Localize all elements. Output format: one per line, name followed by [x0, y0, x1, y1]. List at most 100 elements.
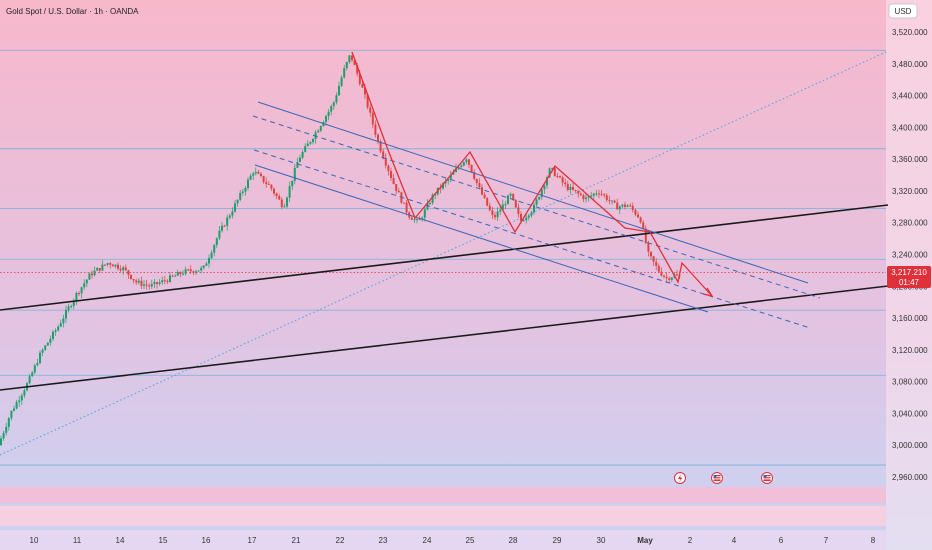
candle-body — [605, 195, 608, 201]
candle-body — [488, 205, 491, 211]
trend-line-lower — [0, 285, 889, 391]
candle-body — [223, 225, 226, 227]
candle-body — [369, 107, 372, 113]
candle-body — [535, 199, 538, 205]
candle-body — [397, 190, 400, 193]
candle-body — [431, 194, 434, 204]
candle-body — [270, 184, 273, 189]
candle-body — [260, 173, 262, 177]
candle-body — [140, 280, 143, 286]
candle-body — [647, 243, 650, 252]
candle-body — [624, 204, 626, 207]
candle-body — [332, 102, 335, 107]
candle-body — [257, 171, 260, 174]
candle-body — [5, 426, 8, 433]
candle-body — [0, 438, 2, 446]
candle-body — [600, 193, 603, 195]
candle-body — [158, 282, 161, 284]
candle-body — [587, 196, 590, 198]
candle-body — [39, 352, 41, 364]
candle-body — [210, 252, 213, 259]
candle-body — [218, 230, 221, 239]
candle-body — [96, 268, 99, 271]
candle-body — [631, 205, 634, 210]
candle-body — [325, 116, 327, 123]
candle-body — [169, 275, 171, 282]
candle-body — [639, 217, 642, 223]
candle-body — [670, 277, 673, 280]
time-tick-label: 6 — [779, 536, 784, 545]
candle-body — [611, 200, 613, 202]
candle-body — [410, 217, 413, 220]
candle-body — [377, 134, 379, 142]
candle-body — [244, 187, 247, 192]
candle-body — [179, 272, 182, 275]
candle-body — [335, 95, 338, 103]
time-tick-label: May — [637, 536, 653, 545]
lightning-event-icon[interactable] — [674, 472, 686, 484]
us-flag-event-icon[interactable] — [761, 472, 773, 484]
horizontal-levels — [0, 49, 886, 466]
chart-title: Gold Spot / U.S. Dollar · 1h · OANDA — [6, 7, 139, 16]
candle-body — [556, 176, 559, 178]
candle-body — [392, 178, 395, 184]
price-badge-bg — [887, 266, 931, 288]
candle-body — [278, 196, 281, 200]
candle-body — [28, 376, 31, 384]
candle-body — [564, 182, 567, 185]
candle-body — [582, 195, 585, 200]
candle-body — [143, 284, 145, 286]
candle-body — [470, 164, 473, 173]
candle-body — [252, 173, 255, 176]
candle-body — [585, 197, 587, 200]
candle-body — [452, 172, 455, 175]
candle-body — [655, 261, 658, 266]
candle-body — [286, 197, 288, 207]
price-tick-label: 3,080.000 — [892, 378, 928, 387]
candle-body — [517, 207, 520, 214]
candle-body — [613, 200, 616, 203]
price-tick-label: 3,320.000 — [892, 187, 928, 196]
time-axis-panel[interactable] — [0, 530, 886, 550]
candle-body — [101, 264, 104, 271]
candle-body — [637, 214, 639, 218]
candle-body — [478, 182, 481, 188]
candle-body — [265, 182, 268, 184]
candle-body — [280, 199, 283, 208]
time-tick-label: 7 — [824, 536, 829, 545]
candle-body — [426, 203, 429, 210]
forecast-arrowhead — [702, 287, 714, 297]
candle-body — [514, 199, 517, 208]
candle-body — [345, 61, 348, 69]
candle-body — [538, 196, 541, 200]
candle-body — [197, 270, 200, 272]
candle-body — [382, 151, 385, 159]
candle-body — [379, 141, 382, 152]
candle-body — [499, 209, 502, 212]
candle-body — [31, 372, 34, 377]
current-price-badge: 3,217.210 01:47 — [887, 266, 931, 288]
candle-body — [566, 184, 569, 191]
candle-body — [358, 73, 361, 84]
candle-body — [75, 292, 78, 301]
candle-body — [106, 263, 109, 265]
candle-body — [351, 55, 353, 61]
candle-body — [85, 279, 88, 284]
candle-body — [616, 202, 619, 210]
candle-body — [559, 176, 561, 178]
candle-body — [455, 168, 457, 173]
candle-body — [668, 278, 671, 280]
candle-body — [80, 287, 83, 294]
candle-body — [626, 205, 629, 207]
currency-button[interactable]: USD — [888, 3, 918, 19]
candle-body — [340, 77, 343, 86]
price-axis: 3,520.000 3,480.000 3,440.000 3,400.000 3,36… — [892, 28, 928, 482]
candle-body — [234, 203, 236, 212]
candle-body — [221, 225, 223, 231]
candle-body — [52, 331, 54, 339]
candle-body — [491, 210, 494, 216]
us-flag-event-icon[interactable] — [711, 472, 723, 484]
candle-body — [57, 326, 60, 331]
